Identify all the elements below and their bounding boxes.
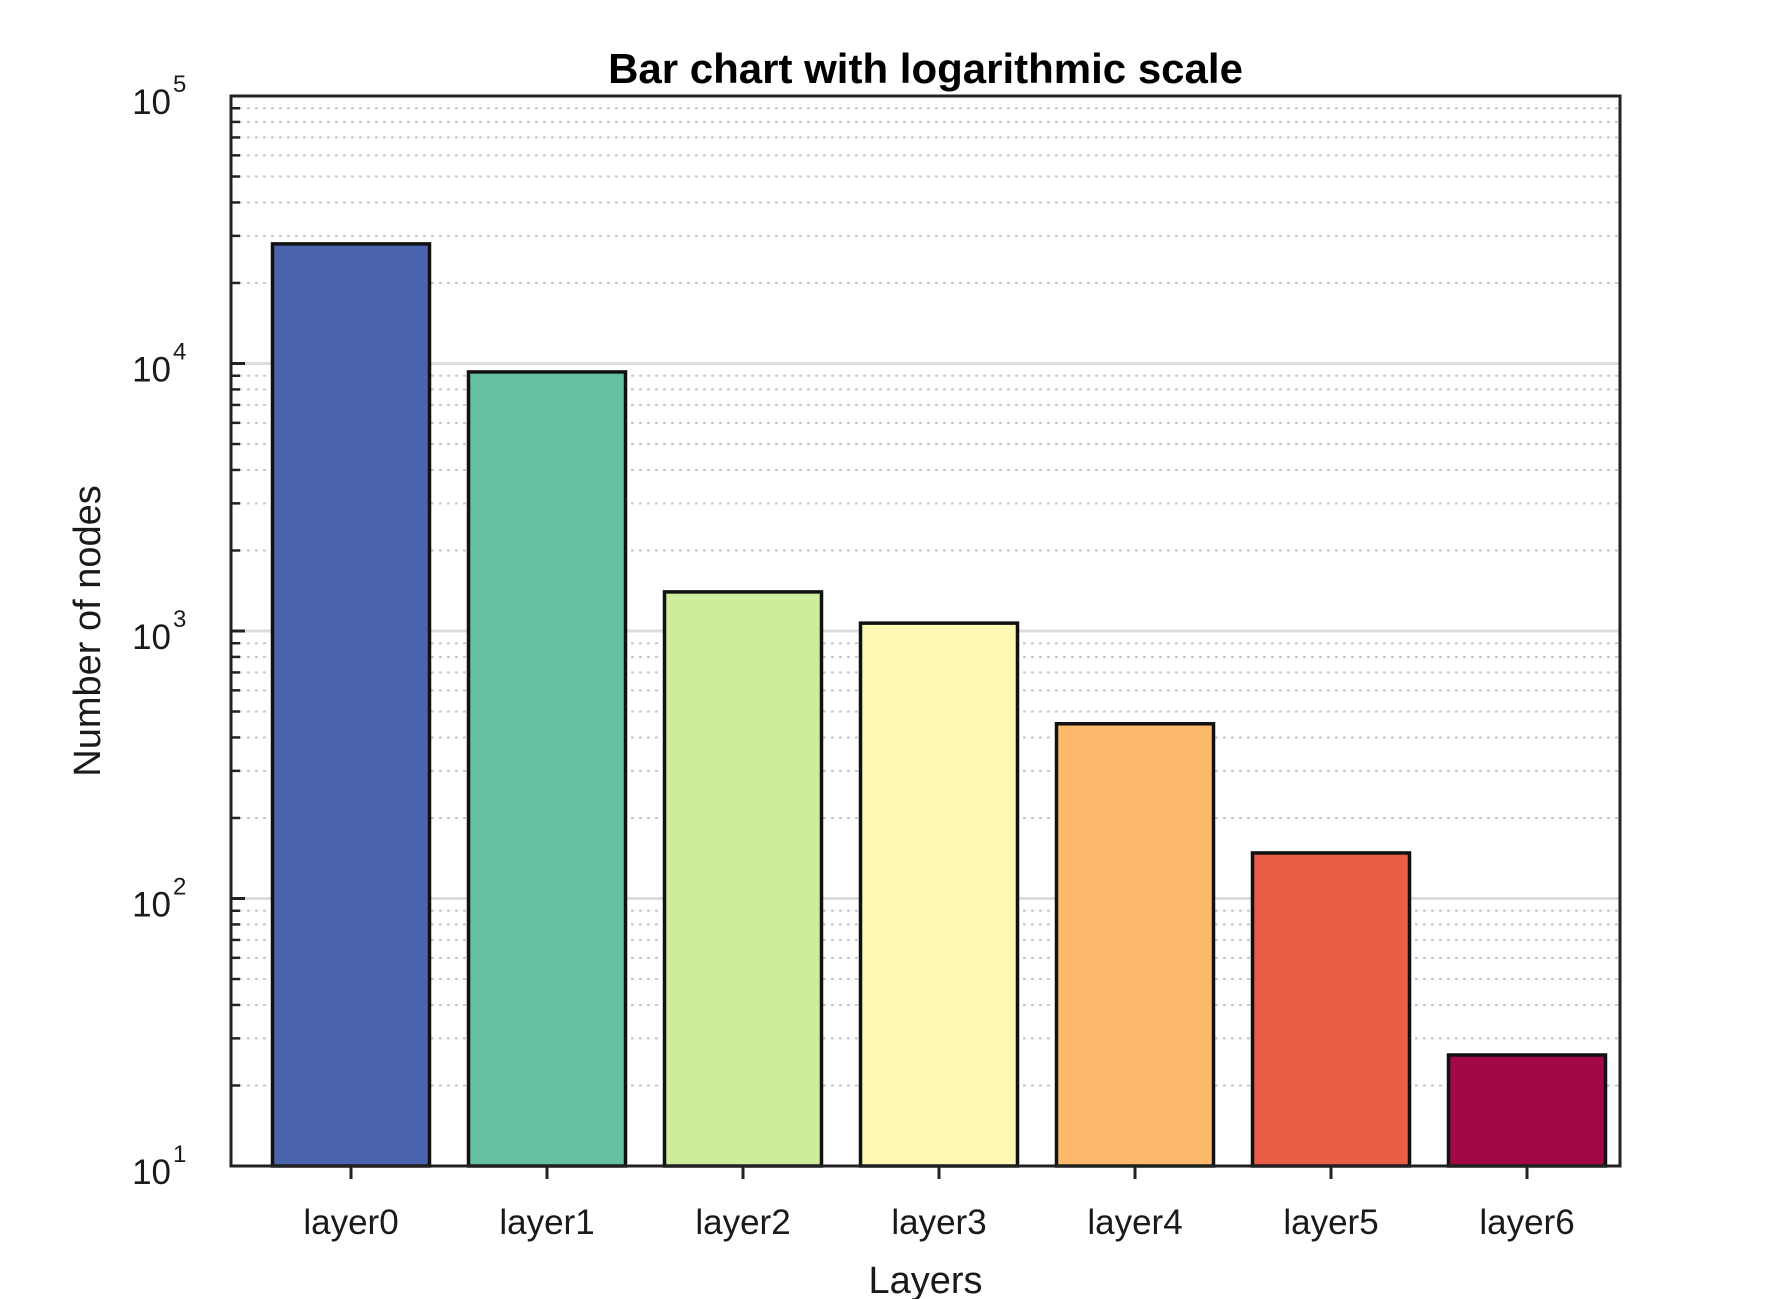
- y-tick-base: 10: [132, 618, 171, 657]
- bar-layer5: [1250, 851, 1412, 1168]
- bar-layer2: [662, 590, 824, 1168]
- y-tick-label: 10 4: [132, 339, 186, 390]
- y-tick-base: 10: [132, 1153, 171, 1192]
- y-tick-exponent: 3: [173, 606, 186, 633]
- y-tick-exponent: 1: [173, 1141, 186, 1168]
- y-tick-base: 10: [132, 83, 171, 122]
- y-tick-label: 10 2: [132, 874, 186, 925]
- bar-layer1: [466, 370, 628, 1168]
- y-tick-exponent: 4: [173, 339, 186, 366]
- y-tick-base: 10: [132, 886, 171, 925]
- x-tick-label: layer3: [891, 1203, 986, 1242]
- x-tick-label: layer4: [1087, 1203, 1182, 1242]
- y-tick-label: 10 3: [132, 606, 186, 657]
- y-axis-label: Number of nodes: [67, 485, 109, 777]
- x-axis-ticks: layer0 layer1 layer2 layer3 layer4 layer5 laye…: [303, 1166, 1575, 1242]
- x-tick-label: layer0: [303, 1203, 398, 1242]
- x-axis-label: Layers: [868, 1260, 982, 1299]
- y-tick-label: 10 1: [132, 1141, 186, 1192]
- bar-layer4: [1054, 722, 1216, 1168]
- x-tick-label: layer1: [499, 1203, 594, 1242]
- chart-title: Bar chart with logarithmic scale: [608, 45, 1243, 92]
- y-tick-exponent: 2: [173, 874, 186, 901]
- bar-layer0: [270, 242, 432, 1168]
- x-tick-label: layer5: [1283, 1203, 1378, 1242]
- y-tick-base: 10: [132, 351, 171, 390]
- x-tick-label: layer6: [1479, 1203, 1574, 1242]
- y-tick-exponent: 5: [173, 71, 186, 98]
- bar-layer3: [858, 621, 1020, 1168]
- bar-layer6: [1446, 1053, 1608, 1168]
- y-tick-label: 10 5: [132, 71, 186, 122]
- bars: [270, 242, 1608, 1168]
- x-tick-label: layer2: [695, 1203, 790, 1242]
